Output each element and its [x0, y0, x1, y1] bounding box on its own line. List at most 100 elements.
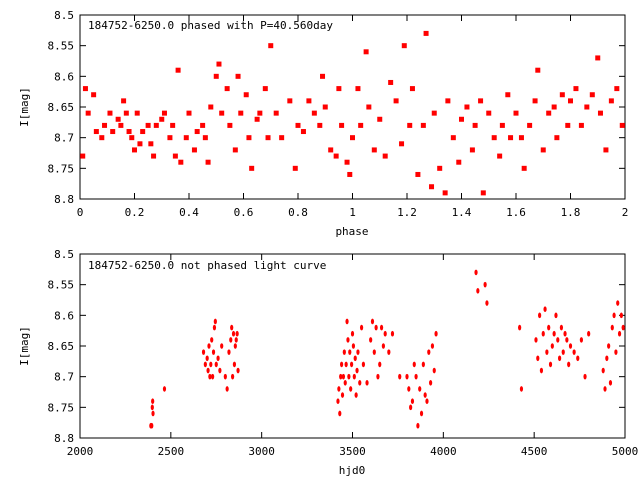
phased-data-point [257, 110, 263, 116]
unphased-data-point [608, 380, 613, 386]
phased-data-point [151, 153, 157, 159]
phased-data-point [292, 165, 298, 171]
phased-data-point [265, 135, 271, 141]
phased-data-point [350, 135, 355, 141]
phased-x-tick-label: 1.4 [452, 206, 472, 219]
phased-data-point [262, 86, 268, 92]
phased-data-point [159, 116, 165, 122]
unphased-data-point [398, 373, 402, 380]
unphased-data-point [558, 355, 562, 362]
unphased-data-point [365, 380, 369, 386]
unphased-data-point [434, 330, 438, 337]
phased-data-point [614, 86, 620, 92]
phased-y-axis-label: I[mag] [18, 87, 31, 127]
phased-chart: 0 0.2 0.4 0.6 0.8 1 1.2 1.4 1.6 1.8 2 8.5 8.55 8.6 8.6… [18, 9, 628, 238]
phased-data-point [140, 129, 146, 135]
unphased-data-point [554, 312, 558, 319]
unphased-data-point [421, 361, 425, 368]
phased-y-tick-label: 8.5 [54, 9, 74, 22]
phased-data-point [273, 110, 279, 116]
unphased-data-point [352, 373, 356, 380]
phased-data-point [213, 73, 219, 79]
unphased-data-point [218, 367, 222, 374]
unphased-data-point [162, 386, 167, 392]
phased-data-point [118, 122, 124, 128]
phased-x-tick-label: 1.8 [561, 206, 581, 219]
unphased-data-point [205, 355, 209, 362]
phased-data-point [347, 171, 353, 177]
unphased-data-point [209, 361, 213, 368]
unphased-data-point [610, 324, 614, 331]
unphased-data-point [576, 355, 580, 362]
unphased-data-point [225, 386, 229, 392]
unphased-data-point [355, 367, 359, 374]
unphased-y-tick-label: 8.5 [54, 248, 74, 261]
phased-data-points [80, 30, 625, 196]
phased-y-tick-label: 8.55 [48, 40, 75, 53]
unphased-data-point [612, 312, 616, 319]
unphased-data-point [234, 337, 238, 343]
unphased-data-point [231, 330, 236, 337]
phased-data-point [559, 92, 565, 98]
unphased-data-point [353, 355, 357, 362]
unphased-data-point [548, 361, 553, 368]
phased-data-point [333, 153, 339, 159]
phased-data-point [339, 122, 345, 128]
phased-data-point [132, 147, 137, 153]
unphased-data-point [565, 337, 569, 343]
unphased-data-point [337, 386, 341, 392]
phased-data-point [322, 104, 328, 110]
unphased-data-point [545, 349, 549, 355]
unphased-data-point [229, 337, 233, 343]
unphased-x-tick-label: 3000 [248, 445, 275, 458]
phased-y-tick-label: 8.65 [48, 101, 75, 114]
phased-data-point [170, 122, 176, 128]
unphased-x-tick-label: 4500 [521, 445, 548, 458]
phased-x-tick-label: 1.2 [397, 206, 417, 219]
unphased-data-point [348, 349, 352, 355]
phased-data-point [246, 135, 252, 141]
phased-data-point [93, 129, 99, 135]
phased-x-tick-label: 0 [77, 206, 84, 219]
phased-data-point [505, 92, 511, 98]
phased-data-point [469, 147, 475, 153]
phased-y-tick-label: 8.7 [54, 132, 74, 145]
unphased-data-point [220, 343, 224, 349]
unphased-data-point [207, 343, 211, 349]
unphased-data-point [233, 343, 237, 349]
phased-data-point [486, 110, 492, 116]
phased-data-point [450, 135, 456, 141]
phased-data-point [320, 73, 326, 79]
unphased-data-point [423, 392, 427, 398]
phased-data-point [578, 122, 584, 128]
unphased-data-point [619, 312, 623, 319]
unphased-data-point [474, 269, 478, 276]
unphased-data-point [339, 373, 343, 380]
unphased-axis-ticks: 2000 2500 3000 3500 4000 4500 5000 8.5 8.55 8.6 8.… [48, 248, 639, 458]
unphased-data-point [381, 343, 385, 349]
unphased-data-point [236, 367, 240, 374]
phased-y-tick-label: 8.6 [54, 70, 74, 83]
unphased-x-axis-label: hjd0 [339, 464, 366, 477]
unphased-y-tick-label: 8.6 [54, 309, 74, 322]
phased-data-point [336, 86, 342, 92]
unphased-x-tick-label: 4000 [430, 445, 457, 458]
unphased-data-point [338, 410, 342, 417]
unphased-data-point [485, 300, 489, 306]
unphased-data-point [538, 312, 542, 319]
phased-data-point [393, 98, 399, 104]
unphased-data-point [376, 373, 380, 380]
phased-y-tick-label: 8.8 [54, 193, 74, 206]
phased-data-point [145, 122, 151, 128]
phased-data-point [431, 110, 437, 116]
phased-data-point [161, 110, 167, 116]
phased-data-point [442, 190, 448, 196]
unphased-data-point [336, 398, 340, 405]
unphased-y-axis-label: I[mag] [18, 326, 31, 366]
phased-data-point [358, 122, 364, 128]
unphased-data-point [550, 343, 554, 349]
unphased-data-point [223, 373, 227, 380]
phased-data-point [232, 147, 238, 153]
